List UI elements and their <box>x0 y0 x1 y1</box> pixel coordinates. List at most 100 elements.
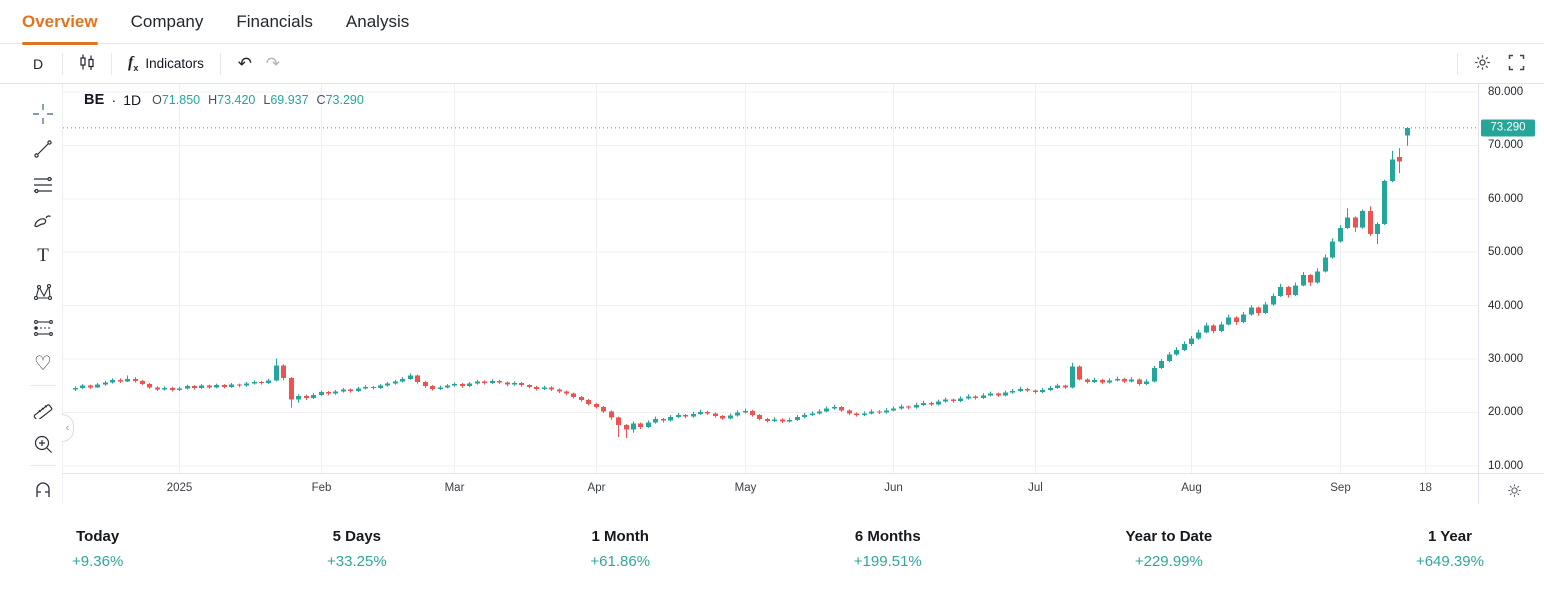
candle <box>594 402 599 409</box>
stat-value: +649.39% <box>1415 553 1484 570</box>
stat-value: +199.51% <box>853 553 922 570</box>
candle <box>408 373 413 380</box>
candle <box>1107 378 1112 384</box>
candle <box>147 383 152 389</box>
candle <box>222 384 227 389</box>
candle <box>333 389 338 395</box>
stat-today: Today +9.36% <box>72 528 124 570</box>
chart-widget: T ♡ <box>0 84 1544 504</box>
candle <box>527 384 532 389</box>
candle <box>1375 222 1380 245</box>
candle <box>1382 179 1387 225</box>
candle <box>505 381 510 387</box>
candle <box>713 412 718 418</box>
candle <box>877 410 882 415</box>
candle <box>400 377 405 383</box>
y-axis-label: 10.000 <box>1488 459 1524 472</box>
indicators-label: Indicators <box>145 56 204 71</box>
candle <box>237 383 242 388</box>
brush-tool[interactable] <box>27 205 59 237</box>
tab-overview[interactable]: Overview <box>22 0 98 45</box>
fib-retracement-tool[interactable] <box>27 169 59 201</box>
candle <box>1360 209 1365 229</box>
emoji-tool[interactable]: ♡ <box>34 352 52 375</box>
candle <box>661 417 666 423</box>
candle <box>445 384 450 389</box>
chart-settings-button[interactable] <box>1468 50 1496 78</box>
candle <box>765 417 770 423</box>
undo-button[interactable]: ↶ <box>237 54 252 73</box>
candle <box>1330 238 1335 259</box>
candle <box>1211 324 1216 334</box>
candle <box>750 409 755 417</box>
scale-settings-icon[interactable] <box>1504 480 1524 500</box>
candle <box>691 411 696 418</box>
drawing-toolbar: T ♡ <box>0 84 62 504</box>
candle <box>80 384 85 389</box>
stat-1-month: 1 Month +61.86% <box>590 528 651 570</box>
tab-company[interactable]: Company <box>130 11 204 31</box>
candle <box>817 409 822 415</box>
toolbar-divider <box>111 52 112 75</box>
candle <box>356 386 361 393</box>
candle <box>371 385 376 390</box>
interval-button[interactable]: D <box>32 55 44 72</box>
x-axis-label: Aug <box>1181 482 1201 494</box>
chart-legend: BE · 1D O71.850 H73.420 L69.937 C73.290 <box>84 89 364 111</box>
candle <box>638 422 643 429</box>
candle <box>549 386 554 392</box>
stat-value: +9.36% <box>72 553 124 570</box>
high-value: 73.420 <box>217 93 256 107</box>
candle <box>274 358 279 382</box>
candle <box>958 396 963 403</box>
x-axis-label: May <box>735 482 757 494</box>
candle <box>207 384 212 389</box>
toolbar-divider <box>1457 52 1458 75</box>
candle <box>423 380 428 388</box>
long-position-tool[interactable] <box>27 312 59 344</box>
tab-financials[interactable]: Financials <box>236 11 313 31</box>
candle <box>906 405 911 410</box>
x-axis-label: Sep <box>1330 482 1350 494</box>
text-tool[interactable]: T <box>37 245 49 267</box>
candle <box>1077 365 1082 381</box>
candlestick-chart[interactable]: 2025 Feb Mar Apr May Jun Jul Aug Sep 18 <box>63 84 1479 504</box>
candle <box>512 381 517 386</box>
candle <box>385 381 390 387</box>
candle <box>1263 301 1268 315</box>
candle <box>914 402 919 409</box>
toolbar-divider <box>219 52 221 75</box>
x-axis-label: Jun <box>884 482 903 494</box>
candle <box>95 383 100 388</box>
y-axis-label: 60.000 <box>1488 192 1524 205</box>
stat-6-months: 6 Months +199.51% <box>853 528 922 570</box>
chart-plot-area[interactable]: 2025 Feb Mar Apr May Jun Jul Aug Sep 18 <box>62 84 1479 504</box>
fullscreen-button[interactable] <box>1502 50 1530 78</box>
trend-line-tool[interactable] <box>27 134 59 166</box>
chart-type-candles-button[interactable] <box>73 50 101 78</box>
zoom-in-tool[interactable] <box>27 428 59 460</box>
redo-button[interactable]: ↷ <box>265 54 280 73</box>
gear-icon <box>1473 53 1492 75</box>
candle <box>490 379 495 385</box>
x-axis-label: 18 <box>1419 482 1432 494</box>
x-axis-label: Jul <box>1028 482 1043 494</box>
measure-tool[interactable] <box>27 392 59 424</box>
legend-separator: · <box>111 92 117 108</box>
magnet-tool[interactable] <box>27 472 59 504</box>
price-scale[interactable]: 80.000 70.000 60.000 50.000 40.000 30.000 20.0… <box>1478 84 1544 504</box>
candle <box>393 379 398 385</box>
xabcd-pattern-tool[interactable] <box>27 276 59 308</box>
indicators-button[interactable]: fx Indicators <box>122 50 210 78</box>
close-value: 73.290 <box>325 93 364 107</box>
candle <box>1278 283 1283 298</box>
crosshair-tool[interactable] <box>27 98 59 130</box>
tab-analysis[interactable]: Analysis <box>345 11 410 31</box>
candle <box>1405 127 1410 146</box>
candle <box>1338 224 1343 243</box>
y-axis-label: 80.000 <box>1488 86 1524 98</box>
candle <box>229 383 234 388</box>
fx-icon: fx <box>128 53 139 74</box>
symbol-label[interactable]: BE <box>84 92 105 108</box>
candle <box>728 413 733 420</box>
